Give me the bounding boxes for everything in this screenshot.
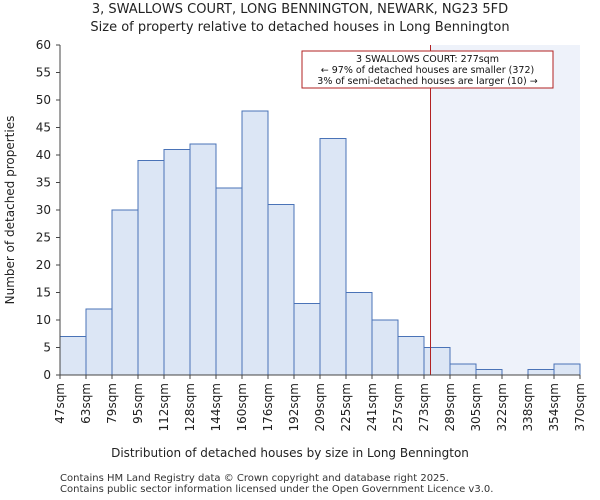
- x-tick-label: 241sqm: [365, 383, 379, 431]
- histogram-bar: [189, 143, 217, 376]
- x-tick-label: 273sqm: [417, 383, 431, 431]
- x-axis-label: Distribution of detached houses by size …: [111, 446, 469, 460]
- histogram-bar: [371, 319, 399, 376]
- x-tick-label: 160sqm: [235, 383, 249, 431]
- x-tick-label: 209sqm: [313, 383, 327, 431]
- x-tick-label: 47sqm: [53, 383, 67, 424]
- x-tick-label: 128sqm: [183, 383, 197, 431]
- y-tick-label: 50: [36, 93, 51, 107]
- x-tick-label: 289sqm: [443, 383, 457, 431]
- histogram-bar: [293, 303, 321, 376]
- x-tick-label: 257sqm: [391, 383, 405, 431]
- x-tick-label: 144sqm: [209, 383, 223, 431]
- x-tick-label: 354sqm: [547, 383, 561, 431]
- x-tick-label: 305sqm: [469, 383, 483, 431]
- x-tick-label: 176sqm: [261, 383, 275, 431]
- histogram-chart: 0 5 10 15 20 25 30 35 40 45 50 55 60 47sqm 63sqm 79sqm 9…: [3, 38, 587, 460]
- x-tick-label: 225sqm: [339, 383, 353, 431]
- y-tick-label: 20: [36, 258, 51, 272]
- annotation-box: [301, 50, 554, 89]
- histogram-bar: [85, 308, 113, 376]
- x-tick-label: 95sqm: [131, 383, 145, 424]
- histogram-bar: [163, 149, 191, 376]
- histogram-bar: [553, 363, 581, 376]
- histogram-bar: [319, 138, 347, 376]
- y-tick-label: 60: [36, 38, 51, 52]
- chart-subtitle: Size of property relative to detached ho…: [90, 20, 510, 35]
- y-axis-label: Number of detached properties: [3, 116, 17, 305]
- histogram-bar: [137, 160, 165, 376]
- histogram-bar: [267, 204, 295, 376]
- histogram-bar: [215, 187, 243, 376]
- x-tick-label: 338sqm: [521, 383, 535, 431]
- y-tick-label: 0: [43, 368, 51, 382]
- y-tick-label: 5: [43, 341, 51, 355]
- x-tick-label: 370sqm: [573, 383, 587, 431]
- y-tick-label: 30: [36, 203, 51, 217]
- footer-line-2: Contains public sector information licen…: [60, 484, 494, 495]
- histogram-bar: [449, 363, 477, 376]
- histogram-bar: [241, 110, 269, 376]
- histogram-bar: [397, 336, 425, 376]
- histogram-bar: [475, 369, 503, 376]
- histogram-bar: [59, 336, 87, 376]
- annotation-line-2: ← 97% of detached houses are smaller (37…: [321, 65, 534, 76]
- histogram-bar: [423, 347, 451, 376]
- y-tick-label: 45: [36, 121, 51, 135]
- histogram-bar: [345, 292, 373, 376]
- y-tick-label: 15: [36, 286, 51, 300]
- y-tick-label: 10: [36, 313, 51, 327]
- y-tick-label: 35: [36, 176, 51, 190]
- histogram-bar: [527, 369, 555, 376]
- chart-title: 3, SWALLOWS COURT, LONG BENNINGTON, NEWA…: [91, 2, 509, 17]
- larger-region-shade: [430, 45, 580, 375]
- y-tick-label: 40: [36, 148, 51, 162]
- y-tick-label: 55: [36, 66, 51, 80]
- x-tick-label: 112sqm: [157, 383, 171, 431]
- x-tick-label: 79sqm: [105, 383, 119, 424]
- annotation-line-1: 3 SWALLOWS COURT: 277sqm: [356, 54, 499, 65]
- x-tick-label: 63sqm: [79, 383, 93, 424]
- y-tick-label: 25: [36, 231, 51, 245]
- footer-line-1: Contains HM Land Registry data © Crown c…: [60, 473, 449, 484]
- x-tick-label: 322sqm: [495, 383, 509, 431]
- annotation-line-3: 3% of semi-detached houses are larger (1…: [317, 76, 537, 87]
- histogram-bar: [111, 209, 139, 376]
- x-tick-label: 192sqm: [287, 383, 301, 431]
